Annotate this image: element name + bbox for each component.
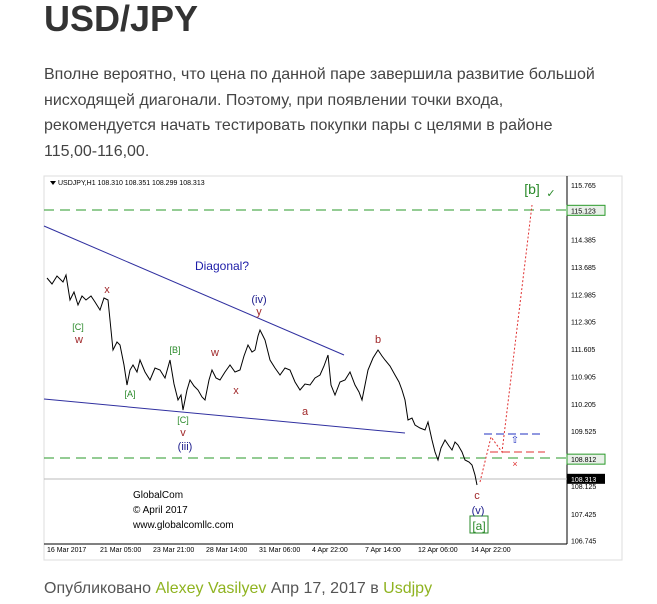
price-label: 111.605	[571, 347, 595, 354]
price-label: 110.205	[571, 402, 596, 409]
level-label: 108.812	[571, 457, 596, 464]
wave-label: ✓	[546, 188, 555, 200]
date-label: 12 Apr 06:00	[418, 547, 458, 554]
level-label: 115.123	[571, 208, 596, 215]
date-label: 7 Apr 14:00	[365, 547, 401, 554]
date-label: 23 Mar 21:00	[153, 547, 194, 554]
line: 115,00-116,00.	[44, 143, 150, 161]
wave-label: x	[104, 284, 110, 296]
wave-label: (iii)	[178, 441, 193, 453]
price-label: 110.905	[571, 375, 596, 382]
wave-label: y	[256, 306, 262, 318]
wave-label: v	[180, 427, 186, 439]
line: рекомендуется начать тестировать покупки…	[44, 117, 553, 135]
date-label: 14 Apr 22:00	[471, 547, 511, 554]
date: Апр 17, 2017 в	[270, 580, 379, 597]
date-label: 28 Mar 14:00	[206, 547, 247, 554]
cross-icon: ×	[512, 459, 517, 469]
wave-label: [C]	[177, 415, 189, 425]
wave-label: [B]	[169, 345, 180, 355]
wave-label: Diagonal?	[195, 259, 249, 273]
level-box	[566, 204, 606, 216]
price-label: 112.985	[571, 293, 596, 300]
paragraph: Вполне вероятно, что цена по данной паре…	[44, 62, 595, 165]
wave-label: x	[233, 385, 239, 397]
current-label: 108.313	[571, 477, 596, 484]
price-label: 114.385	[571, 237, 596, 244]
wave-label: c	[474, 490, 480, 502]
wave-label: (v)	[472, 505, 485, 517]
chart-texts: 115.765 114.385 113.685 112.985 112.305 111.6…	[47, 181, 606, 554]
watermark: GlobalCom	[133, 490, 183, 501]
wave-label: (iv)	[251, 294, 266, 306]
date-label: 4 Apr 22:00	[312, 547, 348, 554]
price-label: 113.685	[571, 265, 596, 272]
watermark: www.globalcomllc.com	[132, 520, 234, 531]
trend-line	[43, 398, 406, 434]
level-box	[566, 453, 606, 465]
price-label: 115.765	[571, 183, 596, 190]
menu-icon	[50, 181, 56, 185]
author-link[interactable]: Alexey Vasilyev	[155, 580, 267, 597]
footer: Опубликовано Alexey Vasilyev Апр 17, 201…	[44, 580, 432, 598]
wave-label: w	[74, 334, 83, 346]
price-label: 108.125	[571, 484, 596, 491]
category-link[interactable]: Usdjpy	[383, 580, 433, 597]
wave-label: [C]	[72, 322, 84, 332]
current-box	[567, 473, 605, 484]
wave-label: w	[210, 347, 219, 359]
chart: ⇧ × USDJPY,H1 108.310 108.351 108.299 10…	[43, 175, 623, 561]
watermark: © April 2017	[133, 505, 188, 516]
wave-label: [A]	[124, 389, 135, 399]
price-label: 106.745	[571, 539, 596, 546]
trend-line	[43, 225, 345, 356]
arrow-icon: ⇧	[511, 435, 519, 446]
price-label: 109.525	[571, 429, 596, 436]
title: USD/JPY	[44, 0, 199, 39]
label-box	[469, 515, 489, 534]
line: нисходящей диагонали. Поэтому, при появл…	[44, 91, 504, 109]
line: Вполне вероятно, что цена по данной паре…	[44, 66, 595, 83]
date-label: 21 Mar 05:00	[100, 547, 141, 554]
wave-label: b	[375, 334, 381, 346]
price-label: 112.305	[571, 319, 596, 326]
chart-header: USDJPY,H1 108.310 108.351 108.299 108.31…	[58, 180, 205, 187]
price-label: 107.425	[571, 512, 596, 519]
wave-label: a	[302, 406, 309, 418]
wave-label: [a]	[472, 519, 485, 533]
date-label: 31 Mar 06:00	[259, 547, 300, 554]
date-label: 16 Mar 2017	[47, 547, 86, 554]
projection	[479, 204, 533, 483]
published: Опубликовано	[44, 580, 152, 597]
chart-frame	[43, 175, 623, 561]
price-path	[46, 273, 478, 486]
wave-label: [b]	[524, 181, 540, 197]
